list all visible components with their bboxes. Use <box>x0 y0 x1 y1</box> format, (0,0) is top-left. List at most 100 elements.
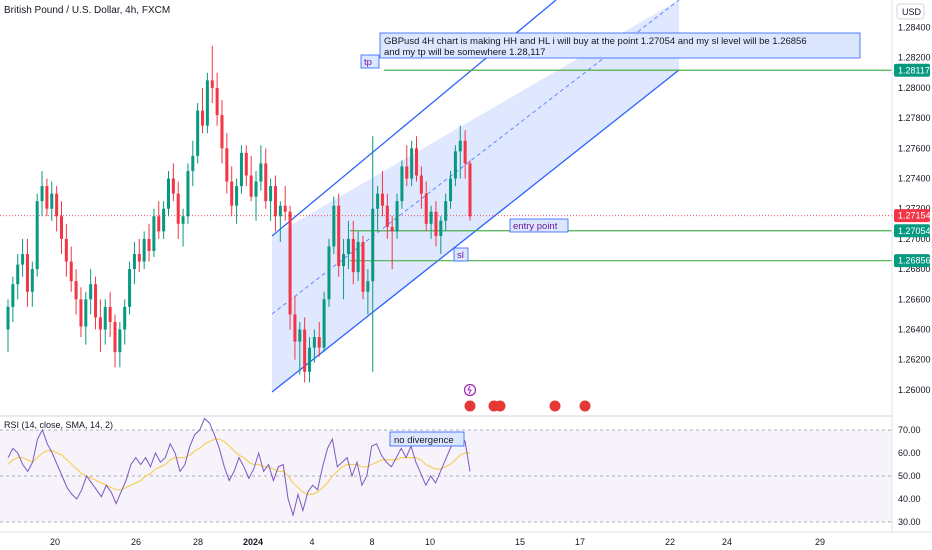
candle <box>11 276 15 322</box>
price-axis-bg <box>892 0 932 550</box>
price-badge: 1.26856 <box>894 254 931 268</box>
flag-gb-icon-2[interactable] <box>494 400 506 412</box>
events-row[interactable] <box>463 383 591 412</box>
candle <box>400 160 404 209</box>
flag-us-icon[interactable] <box>464 400 476 412</box>
candle-body <box>16 264 20 285</box>
candle <box>463 130 467 179</box>
rsi-note[interactable]: no divergence <box>389 431 465 447</box>
candle <box>55 186 59 232</box>
candle <box>410 140 414 187</box>
price-tick-label: 1.26200 <box>898 355 931 365</box>
candle-body <box>332 205 336 247</box>
candle-body <box>308 347 312 372</box>
date-tick-label: 20 <box>50 537 60 547</box>
candle-body <box>410 148 414 179</box>
candle <box>288 205 292 330</box>
date-tick-label: 26 <box>131 537 141 547</box>
candle <box>346 220 350 270</box>
candle-body <box>201 110 205 126</box>
candle-body <box>278 205 282 217</box>
note-line-2: and my tp will be somewhere 1.28,117 <box>384 47 545 58</box>
entry-point-label[interactable]: entry point <box>509 218 569 233</box>
candle-body <box>50 193 54 209</box>
candle <box>356 231 360 282</box>
candle <box>361 235 365 300</box>
rsi-tick-label: 30.00 <box>898 517 921 527</box>
tp-label[interactable]: tp <box>360 54 380 69</box>
candle-body <box>463 140 467 164</box>
candle-body <box>254 181 258 197</box>
candle-body <box>166 178 170 209</box>
candle-body <box>327 246 331 300</box>
candle-body <box>303 329 307 372</box>
price-tick-label: 1.26000 <box>898 385 931 395</box>
candle-body <box>181 216 185 224</box>
date-tick-label: 28 <box>193 537 203 547</box>
candle-body <box>11 284 15 307</box>
candle <box>181 208 185 247</box>
currency-button[interactable]: USD <box>896 3 925 20</box>
candle <box>458 125 462 179</box>
candle-body <box>103 306 107 330</box>
candle-body <box>298 329 302 342</box>
price-tick-label: 1.27600 <box>898 143 931 153</box>
candle-body <box>137 254 141 262</box>
candle <box>210 45 214 104</box>
candle-body <box>128 269 132 307</box>
candle <box>385 193 389 239</box>
price-axis-ticks: 1.28400 1.28200 1.28000 1.27800 1.27600 1.274… <box>898 23 931 395</box>
candle <box>191 140 195 187</box>
candle-body <box>152 216 156 251</box>
flag-gb-icon-4[interactable] <box>579 400 591 412</box>
candle <box>293 296 297 360</box>
candle <box>123 299 127 345</box>
date-tick-label: 29 <box>815 537 825 547</box>
candle-body <box>244 152 248 176</box>
candle <box>249 155 253 202</box>
candle-body <box>356 241 360 273</box>
candle <box>35 193 39 277</box>
candle <box>351 220 355 285</box>
flag-gb-icon-3[interactable] <box>549 400 561 412</box>
sl-text: sl <box>457 250 464 261</box>
chart-title: British Pound / U.S. Dollar, 4h, FXCM <box>4 5 170 16</box>
candle-body <box>400 166 404 202</box>
candle-body <box>385 205 389 227</box>
candle-body <box>40 186 44 202</box>
candle-body <box>162 208 166 232</box>
candle <box>269 178 273 221</box>
candle <box>312 329 316 363</box>
rsi-lines <box>7 417 471 517</box>
candle <box>147 223 151 262</box>
candle <box>395 193 399 239</box>
candle-body <box>215 87 219 116</box>
candle <box>113 314 117 368</box>
candle-body <box>205 80 209 126</box>
candle-body <box>376 193 380 209</box>
candle <box>186 163 190 224</box>
candle <box>371 136 375 372</box>
price-tick-label: 1.28200 <box>898 53 931 63</box>
candle <box>157 201 161 239</box>
candle-body <box>45 186 49 209</box>
sl-label[interactable]: sl <box>453 247 469 262</box>
candle <box>322 291 326 353</box>
price-badge-label: 1.26856 <box>898 256 931 266</box>
date-tick-label: 24 <box>722 537 732 547</box>
candle <box>21 238 25 277</box>
candle <box>332 196 336 255</box>
candle <box>308 337 312 383</box>
trade-note[interactable]: GBPusd 4H chart is making HH and HL i wi… <box>379 32 861 59</box>
candle <box>235 178 239 224</box>
candle <box>64 223 68 277</box>
parallel-channel-fill <box>272 0 679 392</box>
candlestick-series <box>6 45 472 383</box>
candle-body <box>79 299 83 327</box>
candle <box>142 231 146 270</box>
candle <box>230 166 234 217</box>
price-tick-label: 1.27800 <box>898 113 931 123</box>
candle-body <box>429 211 433 224</box>
